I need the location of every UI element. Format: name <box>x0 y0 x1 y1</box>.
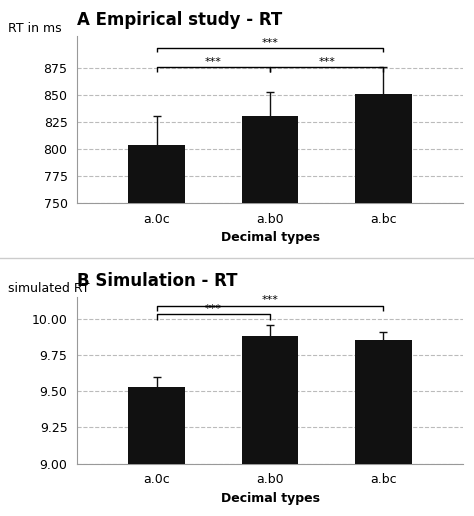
X-axis label: Decimal types: Decimal types <box>220 492 319 505</box>
Text: ***: *** <box>205 57 222 67</box>
Text: ***: *** <box>319 57 335 67</box>
Bar <box>242 116 299 203</box>
Bar <box>242 336 299 463</box>
Text: ***: *** <box>205 304 222 314</box>
Bar <box>355 341 412 463</box>
Text: simulated RT: simulated RT <box>8 282 89 295</box>
Text: ***: *** <box>262 295 279 305</box>
Text: B Simulation - RT: B Simulation - RT <box>77 272 238 290</box>
X-axis label: Decimal types: Decimal types <box>220 231 319 244</box>
Text: A Empirical study - RT: A Empirical study - RT <box>77 11 283 29</box>
Text: RT in ms: RT in ms <box>8 22 62 35</box>
Text: ***: *** <box>262 38 279 47</box>
Bar <box>355 94 412 203</box>
Bar <box>128 387 185 463</box>
Bar <box>128 145 185 203</box>
